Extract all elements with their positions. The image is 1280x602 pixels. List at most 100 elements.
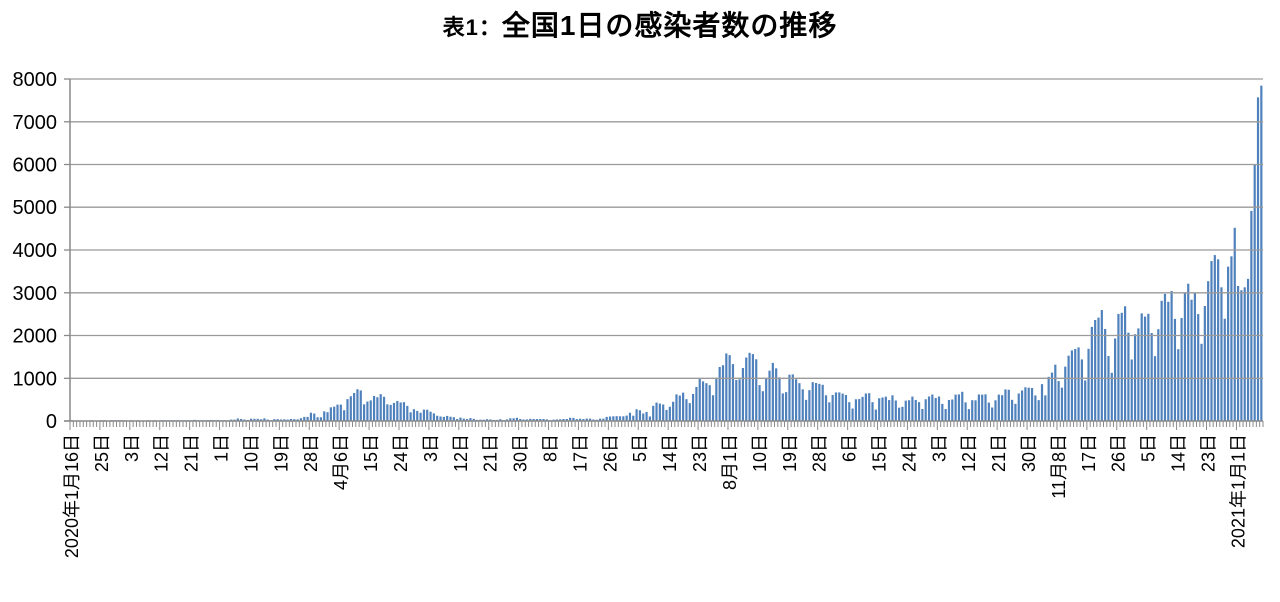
bar xyxy=(768,370,771,421)
bar xyxy=(795,379,798,421)
bar xyxy=(256,418,259,421)
bar xyxy=(392,402,396,421)
bar xyxy=(638,410,642,421)
bar xyxy=(878,398,881,421)
bar xyxy=(1060,387,1064,421)
bar xyxy=(525,419,529,421)
bar xyxy=(535,418,538,421)
bar xyxy=(605,416,608,421)
bar xyxy=(964,402,967,421)
bar xyxy=(622,416,625,421)
bar xyxy=(708,385,711,421)
bar xyxy=(864,393,867,421)
x-axis-tick-label: 26日 xyxy=(1109,434,1129,472)
x-axis-tick-label: 3日 xyxy=(421,434,441,462)
bar xyxy=(1203,306,1206,421)
bar xyxy=(957,394,961,421)
bar xyxy=(432,413,435,421)
bar xyxy=(1074,348,1077,421)
bar xyxy=(851,408,854,421)
bar xyxy=(346,399,349,421)
bar xyxy=(406,405,409,421)
y-axis-tick-label: 8000 xyxy=(13,69,58,91)
y-axis-tick-label: 6000 xyxy=(13,155,58,177)
bar xyxy=(904,400,907,421)
bar xyxy=(446,415,449,421)
bar xyxy=(625,415,628,421)
bar xyxy=(781,393,784,421)
bar xyxy=(711,395,715,421)
bar xyxy=(1123,306,1127,421)
bar xyxy=(1213,255,1216,421)
x-axis-tick-label: 23日 xyxy=(1199,434,1219,472)
bar xyxy=(289,418,293,421)
bar xyxy=(579,418,582,421)
bar xyxy=(1256,97,1260,421)
bar xyxy=(861,396,864,421)
bar xyxy=(1034,395,1037,421)
bar xyxy=(927,396,931,421)
bar xyxy=(1047,376,1050,421)
bar xyxy=(588,418,592,421)
y-axis-tick-label: 2000 xyxy=(13,326,58,348)
bar xyxy=(798,383,801,421)
bar xyxy=(917,402,921,421)
bar xyxy=(691,393,695,421)
bar xyxy=(1064,366,1067,421)
bar xyxy=(731,364,735,421)
bar xyxy=(505,419,509,421)
y-axis-tick-label: 0 xyxy=(46,411,57,433)
bar xyxy=(1260,85,1263,422)
bar xyxy=(319,417,322,421)
bar xyxy=(1150,333,1153,421)
bar xyxy=(898,407,901,421)
bar xyxy=(1233,227,1236,421)
bar xyxy=(834,392,838,421)
bar xyxy=(1187,283,1190,421)
bar xyxy=(705,383,708,421)
bar xyxy=(934,397,937,421)
bar xyxy=(931,394,934,421)
bar xyxy=(316,417,319,421)
bar xyxy=(439,416,442,421)
bar xyxy=(1011,399,1014,421)
bar xyxy=(273,419,276,421)
bar xyxy=(276,419,279,421)
bar xyxy=(379,394,382,421)
x-axis-tick-label: 8日 xyxy=(541,434,561,462)
bar xyxy=(1057,381,1060,421)
bar xyxy=(808,390,811,421)
bar xyxy=(512,418,515,421)
bar xyxy=(1140,313,1143,421)
bar xyxy=(755,359,758,421)
bar xyxy=(1120,312,1123,421)
bar xyxy=(874,409,877,421)
bar xyxy=(748,352,751,421)
bar xyxy=(921,408,924,421)
bar xyxy=(323,411,326,421)
x-axis-tick-label: 30日 xyxy=(1019,434,1039,472)
bar xyxy=(509,418,512,421)
bar xyxy=(632,415,635,421)
x-axis-tick-label: 30日 xyxy=(511,434,531,472)
bar xyxy=(977,394,980,421)
x-axis-tick-label: 12日 xyxy=(959,434,979,472)
bar xyxy=(1020,390,1024,421)
bar xyxy=(1223,318,1226,421)
bar xyxy=(844,395,848,421)
bar xyxy=(728,355,731,421)
bar xyxy=(1193,293,1196,421)
x-axis-tick-label: 26日 xyxy=(600,434,620,472)
bar xyxy=(343,410,346,421)
bar xyxy=(1246,278,1250,421)
bar xyxy=(1157,329,1160,421)
bar xyxy=(1007,389,1010,421)
bar xyxy=(1230,256,1233,421)
x-axis-tick-label: 4月6日 xyxy=(331,434,351,490)
bar xyxy=(369,400,372,421)
bar xyxy=(884,396,887,421)
bar xyxy=(572,417,575,421)
bar xyxy=(326,412,329,421)
bar xyxy=(994,400,997,421)
